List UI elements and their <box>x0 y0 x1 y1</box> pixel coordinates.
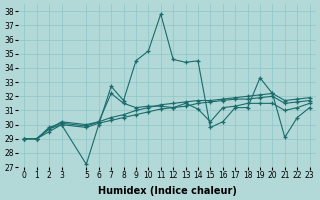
X-axis label: Humidex (Indice chaleur): Humidex (Indice chaleur) <box>98 186 236 196</box>
